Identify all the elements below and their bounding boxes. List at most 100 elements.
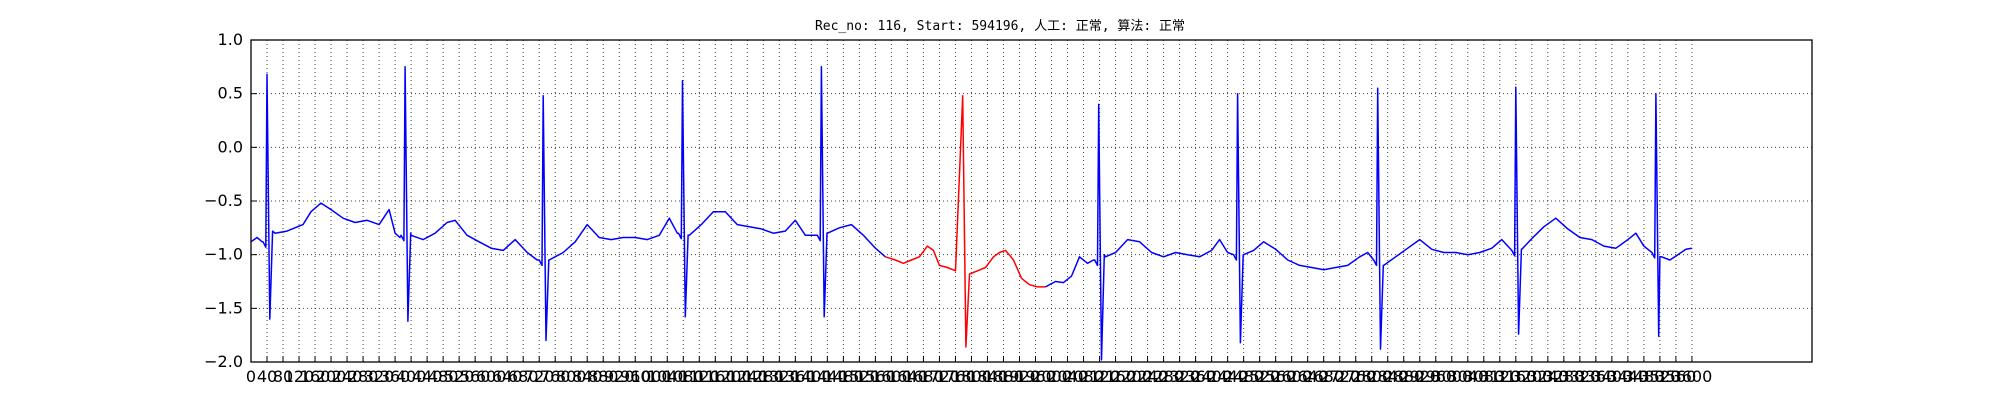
x-tick-label: 760 [540, 367, 571, 386]
x-tick-label: 1360 [775, 367, 816, 386]
x-tick-label: 1800 [951, 367, 992, 386]
x-tick-label: 1840 [967, 367, 1008, 386]
x-tick-label: 720 [524, 367, 555, 386]
x-tick-label: 2120 [1079, 367, 1120, 386]
x-tick-label: 2160 [1095, 367, 1136, 386]
x-tick-label: 400 [396, 367, 427, 386]
ecg-trace-highlight [885, 95, 1046, 348]
x-tick-label: 120 [284, 367, 315, 386]
x-tick-label: 480 [428, 367, 459, 386]
x-tick-label: 2600 [1271, 367, 1312, 386]
x-tick-label: 3400 [1592, 367, 1633, 386]
x-tick-label: 1280 [743, 367, 784, 386]
x-tick-label: 2400 [1191, 367, 1232, 386]
x-tick-label: 3480 [1624, 367, 1665, 386]
x-tick-label: 1520 [839, 367, 880, 386]
x-tick-label: 1040 [647, 367, 688, 386]
x-tick-label: 1160 [695, 367, 736, 386]
x-tick-label: 360 [380, 367, 411, 386]
x-tick-label: 2640 [1287, 367, 1328, 386]
y-tick-label: −1.5 [204, 298, 243, 317]
x-tick-label: 240 [332, 367, 363, 386]
x-tick-label: 1000 [631, 367, 672, 386]
x-tick-label: 160 [300, 367, 331, 386]
x-tick-label: 2240 [1127, 367, 1168, 386]
x-tick-label: 920 [604, 367, 635, 386]
x-tick-label: 1760 [935, 367, 976, 386]
y-tick-label: 0.5 [218, 84, 243, 103]
x-tick-label: 1640 [887, 367, 928, 386]
x-tick-label: 2080 [1063, 367, 1104, 386]
x-tick-label: 600 [476, 367, 507, 386]
x-tick-label: 2040 [1047, 367, 1088, 386]
x-tick-label: 1680 [903, 367, 944, 386]
x-tick-label: 2000 [1031, 367, 1072, 386]
x-tick-label: 3560 [1656, 367, 1697, 386]
x-tick-label: 1880 [983, 367, 1024, 386]
x-tick-label: 0 [246, 367, 256, 386]
axis-ticks: 0 408012016020024028032036040044048052056… [204, 30, 1712, 386]
x-tick-label: 2720 [1319, 367, 1360, 386]
x-tick-label: 2280 [1143, 367, 1184, 386]
x-tick-label: 2880 [1383, 367, 1424, 386]
x-tick-label: 3280 [1543, 367, 1584, 386]
y-tick-label: 0.0 [218, 137, 243, 156]
x-tick-label: 2440 [1207, 367, 1248, 386]
x-tick-label: 1440 [807, 367, 848, 386]
x-tick-label: 1480 [823, 367, 864, 386]
x-tick-label: 520 [444, 367, 475, 386]
x-tick-label: 1400 [791, 367, 832, 386]
x-tick-label: 1240 [727, 367, 768, 386]
grid [250, 39, 1812, 363]
x-tick-label: 2560 [1255, 367, 1296, 386]
x-tick-label: 200 [316, 367, 347, 386]
x-tick-label: 440 [412, 367, 443, 386]
x-tick-label: 560 [460, 367, 491, 386]
x-tick-label: 1920 [999, 367, 1040, 386]
x-tick-label: 1720 [919, 367, 960, 386]
x-tick-label: 2360 [1175, 367, 1216, 386]
x-tick-label: 3320 [1559, 367, 1600, 386]
ecg-trace-normal [251, 66, 886, 342]
x-tick-label: 2480 [1223, 367, 1264, 386]
x-tick-label: 3360 [1576, 367, 1617, 386]
x-tick-label: 1200 [711, 367, 752, 386]
x-tick-label: 3440 [1608, 367, 1649, 386]
x-tick-label: 3600 [1672, 367, 1713, 386]
x-tick-label: 3120 [1479, 367, 1520, 386]
x-tick-label: 1320 [759, 367, 800, 386]
x-tick-label: 640 [492, 367, 523, 386]
x-tick-label: 40 [257, 367, 277, 386]
y-tick-label: −1.0 [204, 245, 243, 264]
x-tick-label: 2920 [1399, 367, 1440, 386]
x-tick-label: 2960 [1415, 367, 1456, 386]
chart-title: Rec_no: 116, Start: 594196, 人工: 正常, 算法: … [815, 19, 1185, 34]
x-tick-label: 3040 [1447, 367, 1488, 386]
y-tick-label: 1.0 [218, 30, 243, 49]
x-tick-label: 2680 [1303, 367, 1344, 386]
plot-area [251, 66, 1693, 361]
x-tick-label: 3080 [1463, 367, 1504, 386]
x-tick-label: 880 [588, 367, 619, 386]
x-tick-label: 3240 [1527, 367, 1568, 386]
x-tick-label: 2840 [1367, 367, 1408, 386]
x-tick-label: 840 [572, 367, 603, 386]
x-tick-label: 3000 [1431, 367, 1472, 386]
ecg-trace-normal [1045, 86, 1693, 361]
y-tick-label: −0.5 [204, 191, 243, 210]
x-tick-label: 3200 [1511, 367, 1552, 386]
x-tick-label: 680 [508, 367, 539, 386]
x-tick-label: 80 [273, 367, 293, 386]
x-tick-label: 1600 [871, 367, 912, 386]
x-tick-label: 280 [348, 367, 379, 386]
x-tick-label: 2760 [1335, 367, 1376, 386]
x-tick-label: 2320 [1159, 367, 1200, 386]
x-tick-label: 3520 [1640, 367, 1681, 386]
x-tick-label: 800 [556, 367, 587, 386]
x-tick-label: 1120 [679, 367, 720, 386]
x-tick-label: 2800 [1351, 367, 1392, 386]
x-tick-label: 1960 [1015, 367, 1056, 386]
x-tick-label: 3160 [1495, 367, 1536, 386]
y-tick-label: −2.0 [204, 352, 243, 371]
